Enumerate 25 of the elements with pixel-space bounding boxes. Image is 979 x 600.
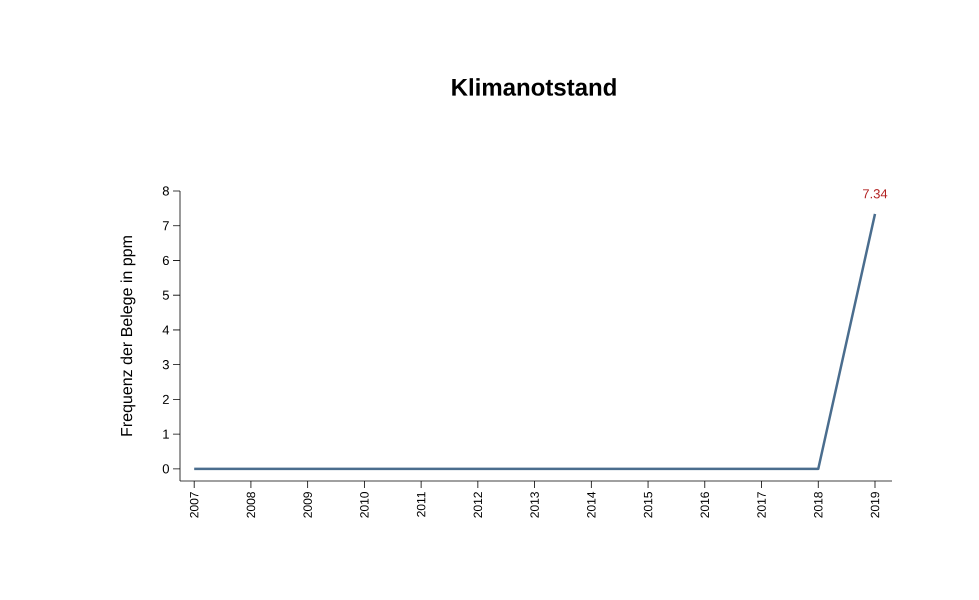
y-tick-label: 8 — [162, 186, 169, 196]
x-tick-label: 2017 — [757, 492, 766, 518]
x-tick-label: 2012 — [474, 492, 482, 518]
y-tick-label: 2 — [162, 394, 169, 404]
x-tick-label: 2018 — [814, 492, 822, 518]
y-tick-label: 6 — [162, 256, 169, 266]
x-tick-label: 2009 — [303, 492, 312, 518]
x-tick-label: 2007 — [190, 492, 198, 518]
x-tick-label: 2008 — [246, 492, 256, 518]
chart-title: Klimanotstand — [452, 78, 616, 96]
x-tick-label: 2019 — [870, 492, 880, 518]
x-tick-label: 2010 — [360, 492, 369, 518]
y-tick-label: 1 — [163, 430, 169, 439]
y-axis-title: Frequenz der Belege in ppm — [120, 236, 136, 436]
x-tick-label: 2015 — [644, 492, 652, 518]
y-tick-label: 3 — [162, 360, 169, 370]
y-tick-label: 4 — [162, 325, 170, 334]
x-tick-label: 2014 — [587, 492, 596, 518]
x-tick-label: 2011 — [416, 492, 426, 517]
x-tick-label: 2013 — [530, 492, 539, 518]
y-tick-label: 7 — [162, 221, 169, 230]
data-label: 7.34 — [863, 189, 888, 198]
y-tick-label: 5 — [162, 290, 169, 300]
y-tick-label: 0 — [162, 464, 169, 474]
x-tick-label: 2016 — [700, 492, 710, 518]
